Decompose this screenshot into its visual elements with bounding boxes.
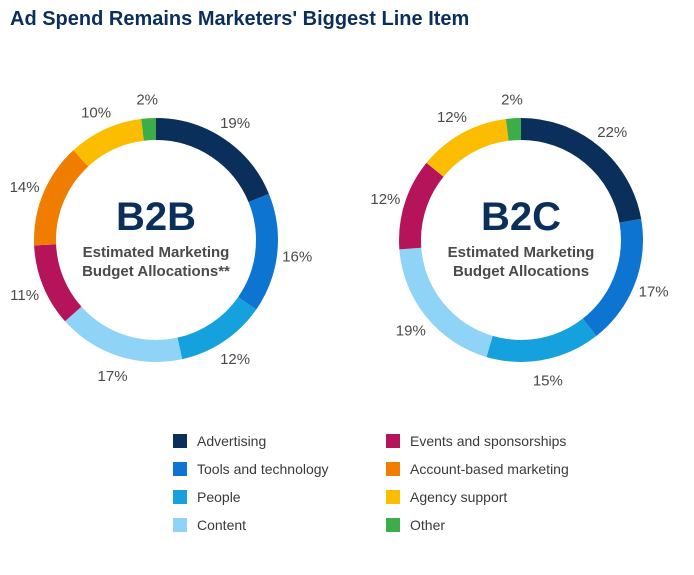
legend-swatch: [386, 490, 400, 504]
segment-b2c-people: [399, 118, 643, 362]
legend-item-account-based-marketing: Account-based marketing: [386, 461, 569, 477]
label-b2b-content: 17%: [98, 368, 128, 385]
segment-b2b-content: [34, 118, 278, 362]
legend-item-events-and-sponsorships: Events and sponsorships: [386, 433, 566, 449]
chart-title: Ad Spend Remains Marketers' Biggest Line…: [10, 8, 470, 30]
label-b2c-tools-and-technology: 17%: [639, 284, 669, 301]
label-b2b-other: 2%: [136, 91, 158, 108]
legend-swatch: [173, 518, 187, 532]
center-name-b2c: B2C: [481, 195, 561, 239]
label-b2c-people: 15%: [533, 372, 563, 389]
legend-swatch: [173, 462, 187, 476]
label-b2c-advertising: 22%: [597, 124, 627, 141]
legend-swatch: [386, 518, 400, 532]
legend-label: Tools and technology: [197, 461, 329, 477]
donut-b2b: 19% 16% 12% 17% 11% 14% 10% 2% B2B Estimated Mark…: [10, 91, 313, 385]
legend-item-advertising: Advertising: [173, 433, 266, 449]
legend-item-tools-and-technology: Tools and technology: [173, 461, 329, 477]
legend-swatch: [173, 490, 187, 504]
label-b2b-events-and-sponsorships: 11%: [10, 287, 39, 304]
legend-label: Account-based marketing: [410, 461, 569, 477]
legend-swatch: [386, 434, 400, 448]
legend-swatch: [173, 434, 187, 448]
segment-b2c-other: [399, 118, 643, 362]
label-b2c-content: 19%: [396, 323, 426, 340]
legend-item-other: Other: [386, 517, 445, 533]
legend-item-content: Content: [173, 517, 246, 533]
legend-swatch: [386, 462, 400, 476]
label-b2b-advertising: 19%: [220, 115, 250, 132]
legend-label: Content: [197, 517, 247, 533]
center-subtitle-b2b-1: Estimated Marketing: [83, 244, 230, 261]
center-subtitle-b2c-1: Estimated Marketing: [448, 244, 595, 261]
segment-b2b-account-based-marketing: [34, 118, 278, 362]
center-subtitle-b2b-2: Budget Allocations**: [82, 263, 230, 280]
legend-label: People: [197, 489, 241, 505]
label-b2c-events-and-sponsorships: 12%: [370, 191, 400, 208]
label-b2c-other: 2%: [501, 91, 523, 108]
segment-b2c-events-and-sponsorships: [399, 118, 643, 362]
legend-item-agency-support: Agency support: [386, 489, 507, 505]
legend-label: Events and sponsorships: [410, 433, 567, 449]
center-subtitle-b2c-2: Budget Allocations: [453, 263, 589, 280]
segment-b2c-tools-and-technology: [399, 118, 643, 362]
label-b2b-account-based-marketing: 14%: [10, 179, 40, 196]
label-b2c-agency-support: 12%: [437, 109, 467, 126]
segment-b2b-tools-and-technology: [34, 118, 278, 362]
label-b2b-tools-and-technology: 16%: [282, 248, 312, 265]
legend-item-people: People: [173, 489, 241, 505]
label-b2b-people: 12%: [220, 351, 250, 368]
legend-label: Agency support: [410, 489, 508, 505]
legend-label: Advertising: [197, 433, 267, 449]
segment-b2b-other: [34, 118, 278, 362]
legend-label: Other: [410, 517, 446, 533]
center-name-b2b: B2B: [116, 195, 196, 239]
donut-b2c: 22% 17% 15% 19% 12% 12% 2% B2C Estimated Marketi…: [370, 91, 668, 389]
label-b2b-agency-support: 10%: [81, 104, 111, 121]
